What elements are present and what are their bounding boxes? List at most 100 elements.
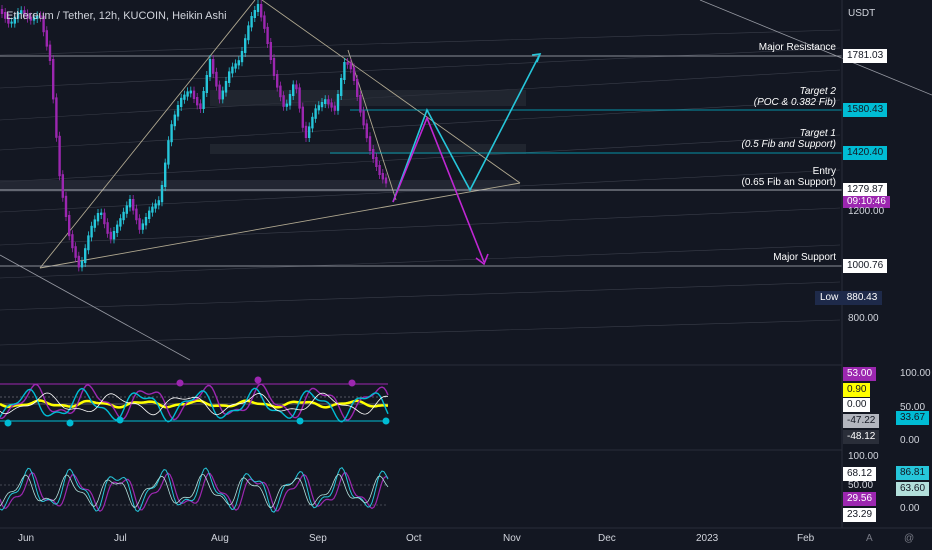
candle-body xyxy=(16,12,20,19)
candle-body xyxy=(0,9,4,14)
target2-desc: (POC & 0.382 Fib) xyxy=(753,97,836,108)
candle-body xyxy=(36,15,39,19)
ind1-signal-dot xyxy=(176,379,184,387)
candle-body xyxy=(80,261,84,268)
candle-body xyxy=(173,114,176,127)
candle-body xyxy=(375,157,378,167)
candle-body xyxy=(237,60,240,66)
diagonal-line-lower-left xyxy=(0,254,191,361)
resistance-price-tag: 1781.03 xyxy=(843,49,888,63)
bullish-arrow-head-icon xyxy=(531,53,542,63)
oscillator-panel-2[interactable] xyxy=(0,467,389,513)
settings-button[interactable]: @ xyxy=(904,533,915,544)
candle-body xyxy=(138,218,141,230)
ind2-mint-line xyxy=(0,473,389,509)
candle-body xyxy=(320,102,324,108)
low-label: Low xyxy=(820,292,839,303)
candle-body xyxy=(20,10,23,14)
candle-body xyxy=(13,16,16,24)
candle-body xyxy=(202,91,205,109)
ind2-axis-0: 0.00 xyxy=(900,503,920,514)
candle-body xyxy=(148,210,151,219)
ind1-axis-0: 0.00 xyxy=(900,435,920,446)
oscillator-panel-1[interactable] xyxy=(0,376,390,427)
ind2-tag-purple: 29.56 xyxy=(843,492,877,506)
candle-body xyxy=(196,97,199,106)
candle-body xyxy=(247,25,250,41)
candle-body xyxy=(346,62,349,65)
candle-body xyxy=(343,62,346,80)
candle-body xyxy=(10,21,13,24)
ind2-cyan-line xyxy=(0,467,389,513)
candle-body xyxy=(84,248,87,263)
candle-body xyxy=(279,85,282,98)
candle-body xyxy=(308,126,311,138)
candle-body xyxy=(180,97,183,107)
candle-body xyxy=(192,90,196,99)
candle-body xyxy=(87,235,90,251)
candle-body xyxy=(132,199,135,211)
candle-body xyxy=(282,95,285,107)
candle-body xyxy=(263,15,266,29)
candle-body xyxy=(301,106,304,128)
candle-body xyxy=(212,59,215,74)
candle-body xyxy=(116,224,119,233)
candle-body xyxy=(122,211,125,221)
low-price-tag: Low 880.43 xyxy=(815,291,883,305)
candle-body xyxy=(359,95,362,113)
ind1-tag-dark: -48.12 xyxy=(843,430,880,444)
ind1-signal-dot xyxy=(382,417,390,425)
fib-zone xyxy=(210,144,526,154)
ind1-axis-100: 100.00 xyxy=(900,368,931,379)
candle-body xyxy=(154,203,157,209)
candle-body xyxy=(340,78,343,96)
candle-body xyxy=(266,26,269,44)
entry-title: Entry xyxy=(812,166,836,177)
candle-body xyxy=(58,135,61,177)
candle-body xyxy=(317,105,320,111)
candle-body xyxy=(157,200,160,206)
auto-scale-button[interactable]: A xyxy=(866,533,873,544)
ind1-signal-dot xyxy=(4,419,12,427)
ind1-cyan-line xyxy=(0,387,389,423)
candle-body xyxy=(250,16,253,28)
candle-body xyxy=(93,219,96,228)
horizontal-levels xyxy=(0,55,842,267)
ind1-purple-line xyxy=(0,383,389,421)
candle-body xyxy=(311,116,314,129)
candle-body xyxy=(336,94,340,111)
target1-label: Target 1 (0.5 Fib and Support) xyxy=(742,128,837,150)
target2-title: Target 2 xyxy=(799,86,836,97)
candle-body xyxy=(256,4,260,12)
price-axis-label-1: 1200.00 xyxy=(848,206,885,217)
candle-body xyxy=(125,205,128,214)
candle-body xyxy=(240,51,244,63)
symbol-title[interactable]: Ethereum / Tether, 12h, KUCOIN, Heikin A… xyxy=(6,10,227,22)
candle-body xyxy=(128,199,132,208)
candle-body xyxy=(61,174,64,198)
candle-body xyxy=(224,81,228,93)
candle-body xyxy=(298,87,301,109)
candle-body xyxy=(260,4,263,18)
candle-body xyxy=(68,215,71,237)
candle-body xyxy=(48,44,52,61)
target1-price-tag: 1420.40 xyxy=(843,146,888,160)
candle-body xyxy=(215,71,218,87)
target1-desc: (0.5 Fib and Support) xyxy=(741,139,837,150)
ind1-yellow-line xyxy=(0,399,389,409)
bearish-arrow-head-icon xyxy=(475,253,489,266)
time-label-feb: Feb xyxy=(797,533,815,544)
bearish-projection-path xyxy=(392,115,485,263)
ind2-tag-mint: 63.60 xyxy=(896,482,930,496)
time-label-2023: 2023 xyxy=(696,533,719,544)
target2-label: Target 2 (POC & 0.382 Fib) xyxy=(754,86,836,108)
candle-body xyxy=(288,94,292,106)
ind1-axis-50: 50.00 xyxy=(900,402,926,413)
candle-body xyxy=(77,255,80,268)
candle-body xyxy=(372,149,375,159)
candle-body xyxy=(253,10,256,18)
candle-body xyxy=(186,91,189,97)
time-label-dec: Dec xyxy=(598,533,616,544)
candle-body xyxy=(23,10,26,16)
